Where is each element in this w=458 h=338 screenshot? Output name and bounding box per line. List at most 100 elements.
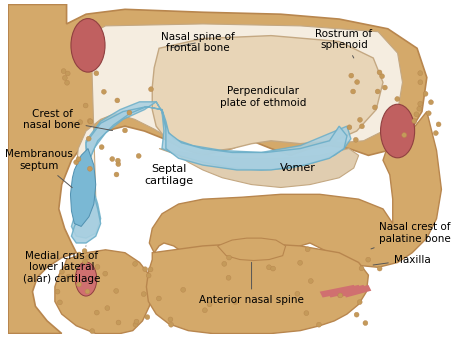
Circle shape <box>86 136 91 141</box>
Circle shape <box>202 308 207 313</box>
Circle shape <box>207 302 212 307</box>
Polygon shape <box>71 107 347 243</box>
Circle shape <box>85 289 90 294</box>
Circle shape <box>76 282 82 287</box>
Circle shape <box>359 266 364 271</box>
Circle shape <box>271 266 276 271</box>
Text: Crest of
nasal bone: Crest of nasal bone <box>23 108 113 130</box>
Circle shape <box>65 71 70 76</box>
Circle shape <box>338 293 343 298</box>
Circle shape <box>71 122 76 127</box>
Circle shape <box>115 98 120 103</box>
Polygon shape <box>343 285 371 297</box>
Circle shape <box>136 153 141 159</box>
Circle shape <box>133 322 138 327</box>
Ellipse shape <box>71 19 105 72</box>
Polygon shape <box>71 149 96 226</box>
Circle shape <box>148 87 153 92</box>
Circle shape <box>366 257 371 262</box>
Circle shape <box>412 119 417 123</box>
Circle shape <box>418 71 423 76</box>
Circle shape <box>267 265 272 270</box>
Circle shape <box>349 73 354 78</box>
Circle shape <box>57 300 62 305</box>
Polygon shape <box>320 285 357 297</box>
Circle shape <box>114 289 119 293</box>
Circle shape <box>402 132 407 138</box>
Circle shape <box>417 106 422 111</box>
Circle shape <box>74 160 79 165</box>
Polygon shape <box>71 102 351 238</box>
Text: Nasal crest of
palatine bone: Nasal crest of palatine bone <box>371 222 451 249</box>
Circle shape <box>354 312 359 317</box>
Circle shape <box>55 289 60 294</box>
Text: Rostrum of
sphenoid: Rostrum of sphenoid <box>316 29 373 58</box>
Circle shape <box>103 271 108 276</box>
Text: Maxilla: Maxilla <box>373 255 431 265</box>
Circle shape <box>133 261 137 266</box>
Circle shape <box>116 162 121 167</box>
Text: Membranous
septum: Membranous septum <box>5 149 73 188</box>
Circle shape <box>429 100 433 105</box>
Circle shape <box>354 137 358 142</box>
Circle shape <box>360 124 365 129</box>
Circle shape <box>123 128 127 133</box>
Circle shape <box>146 273 151 278</box>
Circle shape <box>375 89 380 94</box>
Circle shape <box>436 122 441 127</box>
Circle shape <box>414 112 419 117</box>
Polygon shape <box>149 112 442 272</box>
Polygon shape <box>8 4 427 334</box>
Circle shape <box>382 85 387 90</box>
Circle shape <box>157 296 161 301</box>
Circle shape <box>65 80 70 85</box>
Circle shape <box>83 103 88 108</box>
Circle shape <box>372 105 377 110</box>
Circle shape <box>181 287 185 292</box>
Circle shape <box>168 317 173 322</box>
Polygon shape <box>327 285 361 297</box>
Circle shape <box>222 261 227 266</box>
Text: Nasal spine of
frontal bone: Nasal spine of frontal bone <box>161 32 235 53</box>
Circle shape <box>433 131 438 136</box>
Circle shape <box>60 269 64 274</box>
Circle shape <box>99 145 104 149</box>
Circle shape <box>61 69 66 74</box>
Circle shape <box>354 80 360 84</box>
Circle shape <box>233 299 238 305</box>
Circle shape <box>308 279 313 284</box>
Circle shape <box>304 311 309 316</box>
Ellipse shape <box>75 262 97 296</box>
Text: Vomer: Vomer <box>280 163 316 173</box>
Circle shape <box>169 322 174 327</box>
Circle shape <box>395 97 400 101</box>
Circle shape <box>82 259 87 264</box>
Circle shape <box>85 255 90 260</box>
Polygon shape <box>218 238 286 261</box>
Circle shape <box>94 310 99 315</box>
Circle shape <box>114 172 119 177</box>
Circle shape <box>380 74 385 79</box>
Circle shape <box>347 125 352 130</box>
Circle shape <box>305 247 310 252</box>
Circle shape <box>357 300 362 305</box>
Text: Medial crus of
lower lateral
(alar) cartilage: Medial crus of lower lateral (alar) cart… <box>23 246 100 284</box>
Circle shape <box>95 264 100 269</box>
Circle shape <box>134 319 139 324</box>
Circle shape <box>145 315 150 319</box>
Circle shape <box>62 75 67 80</box>
Circle shape <box>116 320 121 325</box>
Polygon shape <box>152 35 383 152</box>
Circle shape <box>316 322 322 327</box>
Circle shape <box>418 101 423 106</box>
Circle shape <box>227 255 231 260</box>
Polygon shape <box>159 149 359 188</box>
Circle shape <box>90 329 95 334</box>
Circle shape <box>148 267 153 272</box>
Text: Septal
cartilage: Septal cartilage <box>144 164 193 186</box>
Circle shape <box>377 70 382 75</box>
Circle shape <box>88 119 93 124</box>
Circle shape <box>423 91 428 96</box>
Circle shape <box>295 291 300 296</box>
Circle shape <box>94 71 99 76</box>
